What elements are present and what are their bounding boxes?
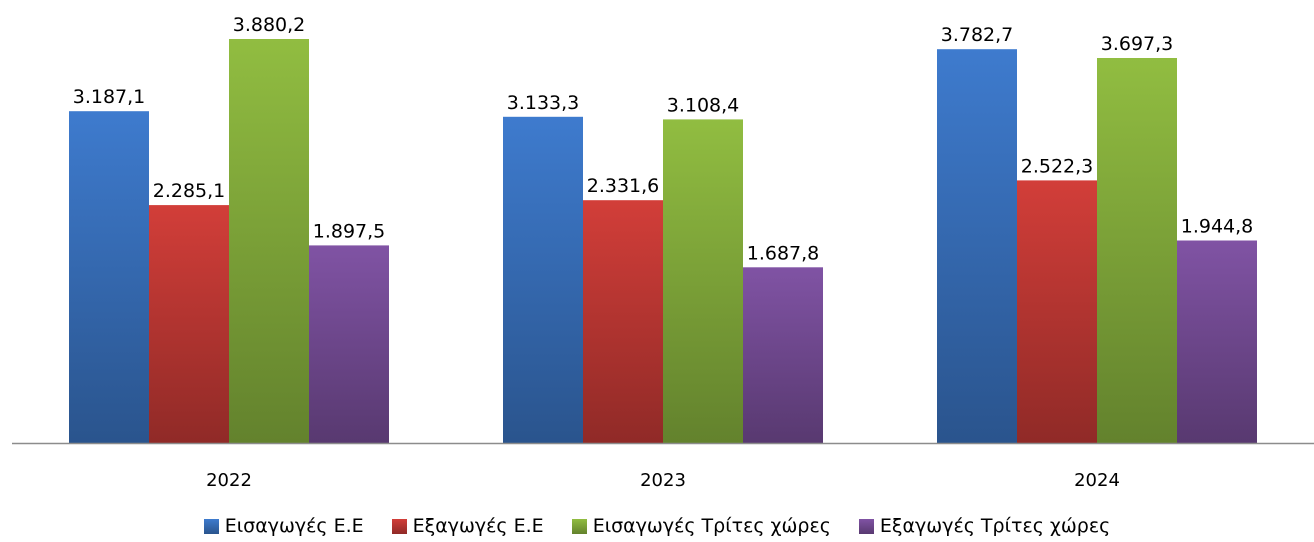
data-label-2022-series-2: 2.285,1 <box>153 180 226 202</box>
legend-swatch-series-2 <box>391 518 407 534</box>
legend-item-series-1: Εισαγωγές Ε.Ε <box>203 515 364 537</box>
legend-label-series-2: Εξαγωγές Ε.Ε <box>412 515 544 537</box>
category-labels-layer: 2022 2023 2024 <box>206 470 1120 491</box>
bar-2024-series-3 <box>1097 58 1177 443</box>
bar-2022-series-4 <box>309 245 389 443</box>
bar-2022-series-1 <box>69 111 149 443</box>
data-label-2022-series-4: 1.897,5 <box>313 220 386 242</box>
bar-2022-series-3 <box>229 39 309 443</box>
legend-label-series-3: Εισαγωγές Τρίτες χώρες <box>592 515 831 537</box>
bar-2023-series-3 <box>663 119 743 444</box>
bar-2022-series-2 <box>149 205 229 443</box>
data-labels-layer: 3.187,1 2.285,1 3.880,2 1.897,5 3.133,3 2.331… <box>73 14 1254 264</box>
legend-swatch-series-1 <box>203 518 219 534</box>
bar-2024-series-2 <box>1017 180 1097 443</box>
data-label-2023-series-4: 1.687,8 <box>747 242 820 264</box>
data-label-2023-series-3: 3.108,4 <box>667 94 740 116</box>
legend-swatch-series-3 <box>571 518 587 534</box>
category-label-2022: 2022 <box>206 470 252 491</box>
legend-item-series-3: Εισαγωγές Τρίτες χώρες <box>571 515 831 537</box>
data-label-2024-series-2: 2.522,3 <box>1021 155 1094 177</box>
data-label-2022-series-3: 3.880,2 <box>233 14 306 36</box>
category-label-2023: 2023 <box>640 470 686 491</box>
data-label-2023-series-2: 2.331,6 <box>587 175 660 197</box>
category-label-2024: 2024 <box>1074 470 1120 491</box>
data-label-2024-series-3: 3.697,3 <box>1101 33 1174 55</box>
legend-swatch-series-4 <box>858 518 874 534</box>
bar-2024-series-1 <box>937 49 1017 443</box>
bar-chart: 3.187,1 2.285,1 3.880,2 1.897,5 3.133,3 2.331… <box>12 14 1314 491</box>
data-label-2023-series-1: 3.133,3 <box>507 92 580 114</box>
bars-layer <box>69 39 1257 444</box>
legend-item-series-4: Εξαγωγές Τρίτες χώρες <box>858 515 1111 537</box>
bar-2023-series-2 <box>583 200 663 443</box>
legend-label-series-4: Εξαγωγές Τρίτες χώρες <box>879 515 1111 537</box>
legend-item-series-2: Εξαγωγές Ε.Ε <box>391 515 544 537</box>
data-label-2022-series-1: 3.187,1 <box>73 86 146 108</box>
data-label-2024-series-1: 3.782,7 <box>941 24 1014 46</box>
bar-2023-series-1 <box>503 116 583 444</box>
bar-2023-series-4 <box>743 267 823 443</box>
bar-2024-series-4 <box>1177 240 1257 443</box>
legend-label-series-1: Εισαγωγές Ε.Ε <box>224 515 364 537</box>
data-label-2024-series-4: 1.944,8 <box>1181 216 1254 238</box>
legend: Εισαγωγές Ε.Ε Εξαγωγές Ε.Ε Εισαγωγές Τρίτε… <box>0 512 1314 540</box>
